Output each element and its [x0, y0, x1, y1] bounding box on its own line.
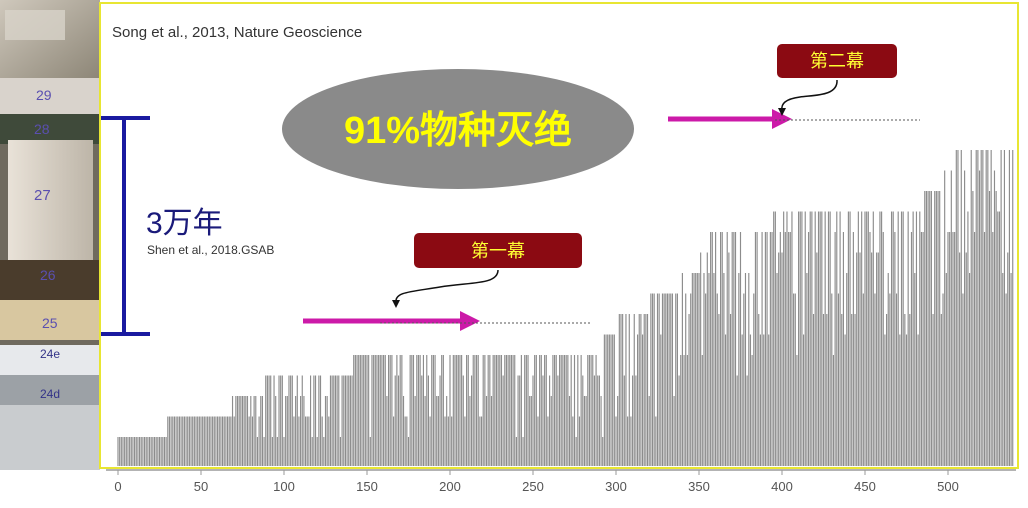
bed-label: 24d	[40, 387, 60, 401]
x-tick-label: 150	[356, 479, 378, 494]
bed-label: 27	[34, 187, 51, 204]
phase2-arrow	[668, 109, 792, 129]
phase2-box	[777, 44, 897, 78]
phase1-box	[414, 233, 582, 268]
x-tick-label: 300	[605, 479, 627, 494]
outcrop-photo: 29 28 27 26 25 24e 24d	[0, 0, 100, 470]
duration-label: 3万年	[146, 207, 223, 240]
bed-label: 24e	[40, 347, 60, 361]
x-tick-label: 0	[114, 479, 121, 494]
chart-frame	[99, 2, 1019, 469]
duration-bracket	[101, 116, 150, 336]
phase2-pointer	[781, 79, 838, 111]
bar-series	[117, 150, 1014, 466]
bed-label: 25	[42, 315, 58, 331]
x-tick-label: 500	[937, 479, 959, 494]
citation-mid: Shen et al., 2018.GSAB	[147, 243, 274, 257]
extinction-ellipse	[282, 69, 634, 189]
phase1-label: 第一幕	[471, 241, 525, 261]
bed-label: 29	[36, 87, 52, 103]
x-tick-label: 200	[439, 479, 461, 494]
extinction-label: 91%物种灭绝	[344, 109, 572, 152]
bed-label: 28	[34, 121, 50, 137]
phase2-label: 第二幕	[810, 51, 864, 71]
phase1-pointer	[395, 269, 499, 303]
x-ticks: 0 50 100 150 200 250 300 350 400 450 500	[114, 470, 959, 494]
bed-label: 26	[40, 267, 56, 283]
x-tick-label: 50	[194, 479, 208, 494]
phase1-pointer-head	[392, 300, 400, 308]
phase2-pointer-head	[778, 108, 786, 116]
phase1-arrow	[303, 311, 480, 331]
x-tick-label: 450	[854, 479, 876, 494]
x-tick-label: 400	[771, 479, 793, 494]
x-tick-label: 350	[688, 479, 710, 494]
citation-top: Song et al., 2013, Nature Geoscience	[112, 24, 362, 41]
x-tick-label: 100	[273, 479, 295, 494]
x-tick-label: 250	[522, 479, 544, 494]
